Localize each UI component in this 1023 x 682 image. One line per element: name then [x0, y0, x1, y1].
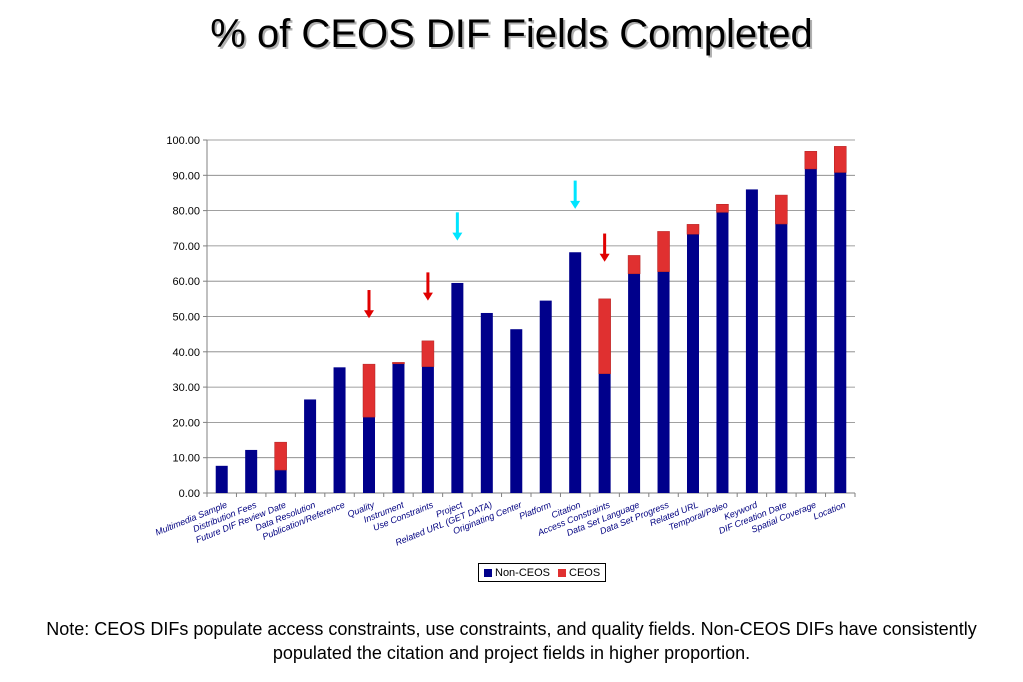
- legend-item-ceos: CEOS: [558, 567, 600, 579]
- bar-non-ceos-instrument: [392, 363, 405, 493]
- legend-swatch-non-ceos: [484, 568, 492, 577]
- x-tick-label: Location: [812, 500, 847, 522]
- bar-non-ceos-citation: [569, 252, 582, 493]
- bar-non-ceos-dif-creation-date: [775, 224, 788, 493]
- bar-non-ceos-location: [834, 172, 847, 493]
- bar-non-ceos-future-dif-review-date: [274, 470, 287, 493]
- y-tick-label: 10.00: [172, 453, 200, 465]
- chart-legend: Non-CEOS CEOS: [478, 563, 607, 582]
- y-tick-label: 50.00: [172, 312, 200, 324]
- annotation-arrow-quality: [364, 290, 374, 319]
- annotation-arrow-access-constraints: [599, 233, 610, 262]
- bar-non-ceos-use-constraints: [421, 366, 434, 493]
- bar-ceos-data-set-language: [627, 255, 641, 275]
- bar-non-ceos-data-set-progress: [657, 271, 670, 493]
- page-title: % of CEOS DIF Fields Completed: [210, 12, 813, 56]
- annotation-arrow-citation: [570, 180, 581, 209]
- legend-swatch-ceos: [558, 568, 567, 577]
- annotation-arrow-use-constraints: [422, 272, 433, 301]
- bar-ceos-related-url: [686, 224, 700, 235]
- bar-non-ceos-related-url-get-data: [480, 312, 493, 493]
- annotation-arrow-project: [452, 212, 463, 241]
- bar-non-ceos-originating-center: [510, 329, 523, 493]
- bar-non-ceos-spatial-coverage: [804, 168, 817, 494]
- bar-non-ceos-keyword: [745, 189, 758, 494]
- bar-chart: 0.00 10.00 20.00 30.00 40.00 50.00 60.00 70.00 8…: [154, 135, 856, 548]
- bar-non-ceos-quality: [363, 417, 375, 493]
- bar-ceos-instrument: [392, 362, 405, 365]
- bar-non-ceos-related-url: [687, 234, 699, 493]
- y-tick-label: 30.00: [172, 382, 200, 394]
- y-tick-label: 0.00: [179, 488, 200, 500]
- y-tick-label: 80.00: [172, 206, 200, 218]
- y-tick-label: 90.00: [172, 170, 200, 182]
- bar-non-ceos-multimedia-sample: [215, 465, 228, 493]
- y-tick-label: 20.00: [172, 417, 200, 429]
- legend-label-ceos: CEOS: [569, 566, 601, 579]
- bar-non-ceos-platform: [539, 300, 552, 493]
- bar-non-ceos-data-set-language: [628, 273, 641, 493]
- bar-ceos-temporal-paleo: [716, 203, 729, 213]
- bar-ceos-future-dif-review-date: [274, 441, 287, 471]
- bar-ceos-use-constraints: [421, 340, 435, 367]
- bar-non-ceos-data-resolution: [304, 399, 317, 493]
- bar-non-ceos-project: [451, 282, 464, 493]
- bar-non-ceos-temporal-paleo: [716, 212, 729, 494]
- bar-ceos-access-constraints: [598, 298, 611, 374]
- bar-ceos-location: [834, 146, 847, 173]
- legend-item-non-ceos: Non-CEOS: [484, 567, 550, 579]
- bar-ceos-dif-creation-date: [775, 194, 788, 225]
- bar-ceos-spatial-coverage: [804, 151, 818, 170]
- bar-non-ceos-distribution-fees: [245, 449, 258, 493]
- footnote: Note: CEOS DIFs populate access constrai…: [46, 619, 977, 663]
- bar-ceos-quality: [362, 363, 376, 418]
- bar-non-ceos-access-constraints: [598, 373, 611, 493]
- y-tick-label: 100.00: [166, 135, 200, 147]
- x-tick-label: Platform: [518, 499, 553, 521]
- y-tick-label: 60.00: [172, 276, 200, 288]
- bar-non-ceos-publication-reference: [333, 367, 346, 493]
- y-tick-label: 70.00: [172, 241, 200, 253]
- legend-label-non-ceos: Non-CEOS: [495, 566, 551, 579]
- bar-ceos-data-set-progress: [657, 231, 670, 272]
- y-tick-label: 40.00: [172, 347, 200, 359]
